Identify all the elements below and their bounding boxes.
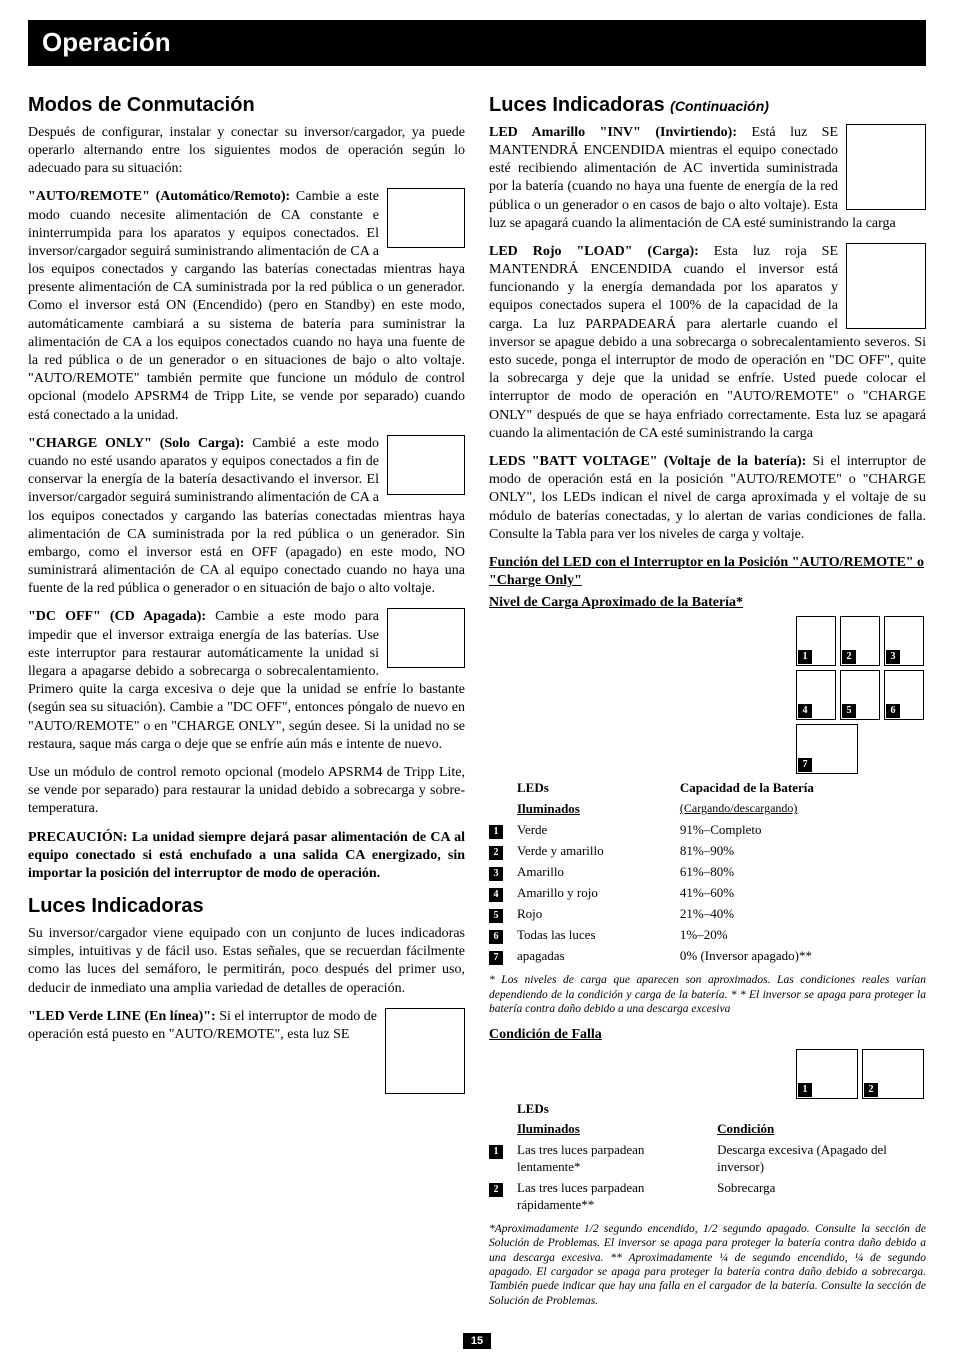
table-header-condicion: Condición xyxy=(717,1119,926,1140)
led-panel-diagram-icon xyxy=(846,124,926,210)
table-row: 1 Verde91%–Completo xyxy=(489,820,926,841)
right-column: Luces Indicadoras (Continuación) LED Ama… xyxy=(489,84,926,1308)
heading-modos: Modos de Conmutación xyxy=(28,92,465,118)
condition-cell: Sobrecarga xyxy=(717,1178,926,1216)
diagram-cell: 6 xyxy=(884,670,924,720)
two-column-layout: Modos de Conmutación Después de configur… xyxy=(28,84,926,1308)
continuation-label: (Continuación) xyxy=(670,98,769,114)
diagram-cell: 3 xyxy=(884,616,924,666)
diagram-number: 5 xyxy=(842,704,856,718)
table-subheader-iluminados: Iluminados xyxy=(517,1119,717,1140)
row-number: 3 xyxy=(489,867,503,881)
row-number: 6 xyxy=(489,930,503,944)
capacity-cell: 1%–20% xyxy=(680,925,926,946)
led-cell: Verde xyxy=(517,820,680,841)
table-row: 3 Amarillo61%–80% xyxy=(489,862,926,883)
battery-level-table: LEDs Capacidad de la Batería Iluminados … xyxy=(489,778,926,967)
subheading-funcion-led: Función del LED con el Interruptor en la… xyxy=(489,554,926,590)
diagram-number: 1 xyxy=(798,1083,812,1097)
row-number: 7 xyxy=(489,951,503,965)
table-row: 1 Las tres luces parpadean lentamente*Des… xyxy=(489,1140,926,1178)
row-number: 2 xyxy=(489,1183,503,1197)
intro-paragraph: Después de configurar, instalar y conect… xyxy=(28,124,465,179)
mode-lead: "CHARGE ONLY" (Solo Carga): xyxy=(28,436,244,451)
table-row: 7 apagadas0% (Inversor apagado)** xyxy=(489,946,926,967)
table-row: 2 Verde y amarillo81%–90% xyxy=(489,841,926,862)
table-subheader-cap: (Cargando/descargando) xyxy=(680,799,926,820)
subheading-condicion-falla: Condición de Falla xyxy=(489,1026,926,1044)
mode-lead: "AUTO/REMOTE" (Automático/Remoto): xyxy=(28,189,290,204)
table-header-leds: LEDs xyxy=(517,1099,717,1120)
diagram-number: 3 xyxy=(886,650,900,664)
diagram-cell: 2 xyxy=(840,616,880,666)
table1-footnote: * Los niveles de carga que aparecen son … xyxy=(489,973,926,1016)
table-row: 4 Amarillo y rojo41%–60% xyxy=(489,883,926,904)
led-panel-diagram-icon xyxy=(385,1008,465,1094)
diagram-cell: 1 xyxy=(796,1049,858,1099)
capacity-cell: 41%–60% xyxy=(680,883,926,904)
battery-level-diagrams: 1 2 3 4 5 6 7 xyxy=(796,616,926,778)
left-column: Modos de Conmutación Después de configur… xyxy=(28,84,465,1308)
mode-lead: LED Amarillo "INV" (Invirtiendo): xyxy=(489,125,737,140)
diagram-cell: 1 xyxy=(796,616,836,666)
diagram-cell: 5 xyxy=(840,670,880,720)
page-footer: 15 xyxy=(28,1332,926,1350)
condition-cell: Descarga excesiva (Apagado del inversor) xyxy=(717,1140,926,1178)
switch-diagram-icon xyxy=(387,608,465,668)
precaution-note: PRECAUCIÓN: La unidad siempre dejará pas… xyxy=(28,829,465,884)
led-panel-diagram-icon xyxy=(846,243,926,329)
row-number: 5 xyxy=(489,909,503,923)
diagram-cell: 7 xyxy=(796,724,858,774)
table-row: 2 Las tres luces parpadean rápidamente**S… xyxy=(489,1178,926,1216)
page-number: 15 xyxy=(463,1333,491,1349)
led-cell: Amarillo xyxy=(517,862,680,883)
switch-diagram-icon xyxy=(387,435,465,495)
led-cell: Las tres luces parpadean lentamente* xyxy=(517,1140,717,1178)
table-header-leds: LEDs xyxy=(517,778,680,799)
mode-lead: "DC OFF" (CD Apagada): xyxy=(28,609,206,624)
diagram-number: 1 xyxy=(798,650,812,664)
mode-lead: LEDS "BATT VOLTAGE" (Voltaje de la bater… xyxy=(489,454,806,469)
led-cell: Las tres luces parpadean rápidamente** xyxy=(517,1178,717,1216)
row-number: 2 xyxy=(489,846,503,860)
led-cell: Verde y amarillo xyxy=(517,841,680,862)
led-cell: Todas las luces xyxy=(517,925,680,946)
diagram-number: 2 xyxy=(842,650,856,664)
row-number: 1 xyxy=(489,1145,503,1159)
diagram-number: 2 xyxy=(864,1083,878,1097)
capacity-cell: 0% (Inversor apagado)** xyxy=(680,946,926,967)
capacity-cell: 81%–90% xyxy=(680,841,926,862)
diagram-cell: 4 xyxy=(796,670,836,720)
mode-lead: LED Rojo "LOAD" (Carga): xyxy=(489,244,699,259)
row-number: 4 xyxy=(489,888,503,902)
diagram-cell: 2 xyxy=(862,1049,924,1099)
capacity-cell: 21%–40% xyxy=(680,904,926,925)
mode-lead: "LED Verde LINE (En línea)": xyxy=(28,1009,216,1024)
row-number: 1 xyxy=(489,825,503,839)
heading-luces-cont: Luces Indicadoras (Continuación) xyxy=(489,92,926,118)
table-subheader-iluminados: Iluminados xyxy=(517,799,680,820)
heading-text: Luces Indicadoras xyxy=(489,94,670,116)
diagram-number: 6 xyxy=(886,704,900,718)
remote-module-note: Use un módulo de control remoto opcional… xyxy=(28,764,465,819)
led-cell: apagadas xyxy=(517,946,680,967)
diagram-number: 4 xyxy=(798,704,812,718)
luces-intro: Su inversor/cargador viene equipado con … xyxy=(28,925,465,998)
fault-condition-table: LEDs Iluminados Condición 1 Las tres luce… xyxy=(489,1099,926,1216)
led-cell: Rojo xyxy=(517,904,680,925)
capacity-cell: 91%–Completo xyxy=(680,820,926,841)
diagram-number: 7 xyxy=(798,758,812,772)
table-row: 6 Todas las luces1%–20% xyxy=(489,925,926,946)
table-row: 5 Rojo21%–40% xyxy=(489,904,926,925)
mode-body: Está luz SE MANTENDRÁ ENCENDIDA mientras… xyxy=(489,125,896,231)
led-batt-voltage: LEDS "BATT VOLTAGE" (Voltaje de la bater… xyxy=(489,453,926,544)
switch-diagram-icon xyxy=(387,188,465,248)
subheading-nivel-carga: Nivel de Carga Aproximado de la Batería* xyxy=(489,594,926,612)
led-cell: Amarillo y rojo xyxy=(517,883,680,904)
heading-luces: Luces Indicadoras xyxy=(28,893,465,919)
table-header-capacity: Capacidad de la Batería xyxy=(680,778,926,799)
section-banner: Operación xyxy=(28,20,926,66)
fault-diagrams: 1 2 xyxy=(796,1049,926,1099)
capacity-cell: 61%–80% xyxy=(680,862,926,883)
